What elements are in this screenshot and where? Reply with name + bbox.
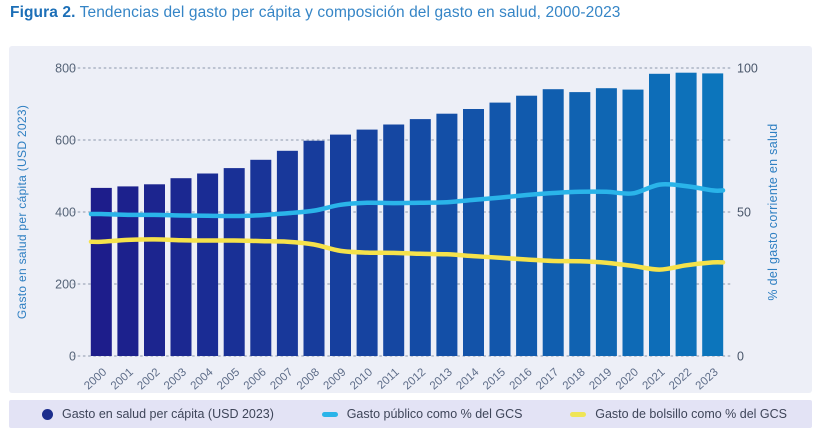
x-axis-year-label: 2019 [587, 366, 614, 392]
bar-2002 [144, 184, 165, 356]
x-axis-year-label: 2014 [454, 366, 481, 392]
left-axis-tick-label: 600 [55, 134, 76, 148]
oop-line-marker-icon [570, 411, 587, 417]
x-axis-year-label: 2013 [428, 366, 455, 392]
bar-2014 [463, 109, 484, 356]
x-axis-year-label: 2020 [614, 366, 641, 392]
bar-2007 [276, 150, 298, 356]
chart-panel: 0 200 400 600 800 0 50 100 2000 2001 2002 2003 2004 2… [9, 46, 812, 393]
left-axis-title: Gasto en salud per cápita (USD 2023) [15, 105, 29, 319]
x-axis-year-label: 2000 [82, 366, 109, 392]
left-axis-tick-label: 200 [55, 278, 76, 292]
bar-2008 [303, 140, 325, 356]
bar-2021 [649, 73, 670, 357]
x-axis-year-label: 2011 [375, 366, 401, 391]
x-axis-year-label: 2018 [561, 366, 588, 392]
bar-2003 [170, 178, 192, 356]
x-axis-year-label: 2010 [348, 366, 375, 392]
x-axis-year-label: 2003 [162, 366, 189, 392]
public-line-marker-icon [321, 411, 338, 417]
bar-series-marker-icon [42, 408, 53, 420]
bar-2011 [383, 124, 405, 356]
bar-2015 [489, 102, 511, 356]
bar-2000 [90, 187, 112, 356]
x-axis-year-label: 2015 [481, 366, 508, 392]
bar-2006 [250, 159, 272, 356]
legend-item-oop-spending: Gasto de bolsillo como % del GCS [570, 407, 787, 421]
legend-label: Gasto de bolsillo como % del GCS [595, 407, 787, 421]
figure-caption: Tendencias del gasto per cápita y compos… [79, 4, 621, 21]
left-axis-tick-label: 800 [55, 62, 76, 76]
legend-label: Gasto en salud per cápita (USD 2023) [62, 407, 274, 421]
figure-title: Figura 2. Tendencias del gasto per cápit… [10, 4, 621, 22]
x-axis-year-label: 2008 [295, 366, 322, 392]
x-axis-year-label: 2006 [242, 366, 269, 392]
x-axis-year-label: 2001 [109, 366, 136, 392]
x-axis-year-label: 2012 [401, 366, 428, 392]
left-axis-tick-label: 0 [69, 350, 76, 364]
x-axis-year-label: 2023 [694, 366, 721, 392]
bar-2004 [197, 173, 219, 356]
x-axis-year-label: 2009 [321, 366, 348, 392]
bar-2005 [223, 168, 245, 356]
oop-share-line [88, 237, 726, 272]
right-axis-title: % del gasto corriente en salud [766, 123, 780, 300]
bar-2020 [622, 89, 644, 356]
legend-item-per-capita: Gasto en salud per cápita (USD 2023) [42, 407, 274, 421]
bar-2017 [542, 89, 564, 356]
legend-label: Gasto público como % del GCS [346, 407, 523, 421]
bar-2001 [117, 186, 139, 356]
bar-2023 [702, 73, 724, 357]
x-axis-year-label: 2022 [667, 366, 694, 392]
bar-2022 [675, 72, 697, 356]
x-axis-year-label: 2007 [268, 366, 295, 392]
x-axis-year-label: 2004 [189, 366, 216, 392]
figure-label: Figura 2. [10, 4, 76, 21]
legend-item-public-spending: Gasto público como % del GCS [321, 407, 523, 421]
bar-2016 [516, 95, 538, 356]
bar-2018 [569, 92, 591, 356]
x-axis-year-label: 2002 [135, 366, 162, 392]
bar-2010 [356, 129, 378, 356]
bar-2012 [409, 119, 431, 356]
public-share-line [88, 181, 726, 219]
right-axis-tick-label: 50 [737, 206, 751, 220]
chart-legend: Gasto en salud per cápita (USD 2023) Gas… [9, 400, 812, 428]
bar-2013 [436, 113, 458, 356]
bar-2009 [330, 134, 351, 356]
right-axis-tick-label: 100 [737, 62, 758, 76]
left-axis-tick-label: 400 [55, 206, 76, 220]
bar-2019 [595, 88, 617, 356]
right-axis-tick-label: 0 [737, 350, 744, 364]
x-axis-year-label: 2021 [640, 366, 667, 392]
x-axis-year-label: 2005 [215, 366, 242, 392]
x-axis-year-label: 2016 [508, 366, 535, 392]
x-axis-year-label: 2017 [534, 366, 561, 392]
